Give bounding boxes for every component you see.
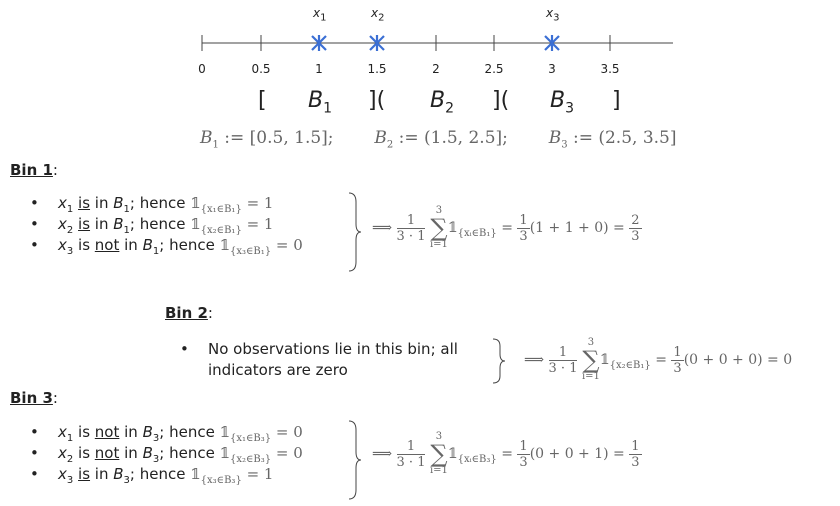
interval-bracket: ]( <box>368 88 386 113</box>
bin3-heading-row: Bin 3: <box>10 389 58 407</box>
def-b2-sub: 2 <box>386 139 394 151</box>
bin2-bullet: • No observations lie in this bin; all <box>180 340 458 358</box>
bin2-brace <box>492 338 506 384</box>
implies-arrow: ⟹ <box>372 220 393 236</box>
observation-marker <box>311 35 327 51</box>
indicator-symbol: 𝟙 <box>599 352 610 368</box>
tick-label: 2.5 <box>484 62 504 76</box>
def-b1-sub: 1 <box>212 139 219 151</box>
observation-label: x2 <box>371 6 385 24</box>
bin-name: B3 <box>550 88 575 117</box>
bullet-item: • x2 is not in B3; hence 𝟙{x₂∈B₃} = 0 <box>30 444 303 465</box>
bullet-item: • x3 is in B3; hence 𝟙{x₃∈B₃} = 1 <box>30 465 274 486</box>
bin3-brace <box>348 420 362 500</box>
def-b2-interval: := (1.5, 2.5]; <box>393 128 508 148</box>
def-b3-sub: 3 <box>561 139 568 151</box>
bin1-brace <box>348 192 362 272</box>
indicator-symbol: 𝟙 <box>447 446 458 462</box>
indicator-symbol: 𝟙 <box>447 220 458 236</box>
tick-label: 0 <box>198 62 206 76</box>
observation-label: x1 <box>313 6 327 24</box>
tick-label: 2 <box>432 62 440 76</box>
observation-marker <box>369 35 385 51</box>
def-b2-name: B <box>374 128 387 148</box>
def-b1-interval: := [0.5, 1.5]; <box>218 128 334 148</box>
bin2-text-line1: No observations lie in this bin; all <box>208 340 458 358</box>
number-line <box>201 35 673 51</box>
tick-label: 0.5 <box>251 62 271 76</box>
bin2-text-line2: indicators are zero <box>208 361 348 379</box>
observation-marker <box>544 35 560 51</box>
sum-symbol: 3 ∑ i=1 <box>581 337 600 382</box>
bin2-heading: Bin 2 <box>165 304 208 322</box>
tick-label: 3.5 <box>600 62 620 76</box>
observation-label: x3 <box>546 6 560 24</box>
bin1-heading-row: Bin 1: <box>10 161 58 179</box>
interval-bracket: ]( <box>492 88 510 113</box>
implies-arrow: ⟹ <box>524 352 545 368</box>
def-b3-name: B <box>548 128 562 148</box>
bin2-heading-row: Bin 2: <box>165 304 213 322</box>
sum-symbol: 3 ∑ i=1 <box>429 205 448 250</box>
bullet-item: • x2 is in B1; hence 𝟙{x₂∈B₁} = 1 <box>30 215 274 236</box>
sum-symbol: 3 ∑ i=1 <box>429 431 448 476</box>
interval-bracket: [ <box>258 88 267 113</box>
bullet-item: • x1 is not in B3; hence 𝟙{x₁∈B₃} = 0 <box>30 423 303 444</box>
def-b3-interval: := (2.5, 3.5] <box>567 128 677 148</box>
bullet-item: • x3 is not in B1; hence 𝟙{x₃∈B₁} = 0 <box>30 236 303 257</box>
tick-label: 1.5 <box>367 62 387 76</box>
bin-name: B1 <box>308 88 333 117</box>
bin3-heading: Bin 3 <box>10 389 53 407</box>
interval-bracket: ] <box>612 88 621 113</box>
bin-definitions: B1 := [0.5, 1.5]; B2 := (1.5, 2.5]; B3 :… <box>200 128 677 150</box>
bin-name: B2 <box>430 88 455 117</box>
def-b1-name: B <box>200 128 213 148</box>
implies-arrow: ⟹ <box>372 446 393 462</box>
tick-label: 3 <box>548 62 556 76</box>
bin1-heading: Bin 1 <box>10 161 53 179</box>
tick-label: 1 <box>315 62 323 76</box>
bullet-item: • x1 is in B1; hence 𝟙{x₁∈B₁} = 1 <box>30 194 274 215</box>
